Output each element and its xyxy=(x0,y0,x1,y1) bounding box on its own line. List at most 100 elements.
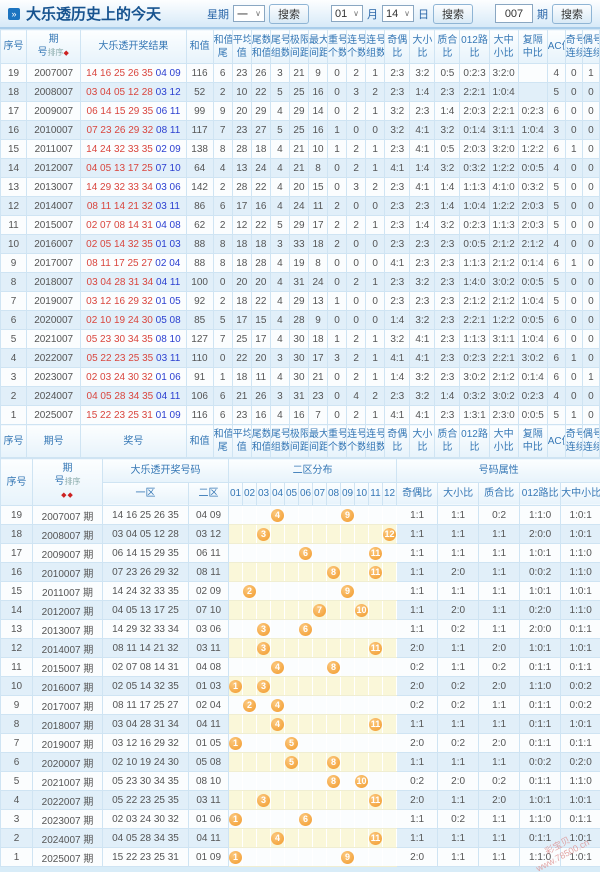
date-search-button[interactable]: 搜索 xyxy=(433,3,473,24)
stat-cell: 1:2:2 xyxy=(488,310,519,330)
stat-cell: 2 xyxy=(365,177,386,197)
seq-cell: 10 xyxy=(0,676,33,696)
period-input[interactable] xyxy=(495,4,533,23)
table-row: 10 2016007 02 05 14 32 35 01 03 88 8 18 18 3 33 1… xyxy=(0,234,600,254)
stat-cell: 29 xyxy=(288,291,309,311)
col-dist: 12 xyxy=(381,481,398,506)
dist-cell xyxy=(368,657,383,677)
dist-cell: 3 xyxy=(256,524,271,544)
dist-cell xyxy=(340,771,355,791)
stat-cell: 25 xyxy=(231,329,252,349)
period-cell: 2012007 期 xyxy=(32,600,103,620)
table-row: 7 2019007 03 12 16 29 32 01 05 92 2 18 22 4 29 13… xyxy=(0,291,600,311)
stat-cell: 4 xyxy=(269,158,290,178)
header-line: 连号 xyxy=(347,429,366,440)
stat-cell: 2:3 xyxy=(409,253,436,273)
sort-label[interactable]: 排序 xyxy=(47,48,64,57)
period-cell: 2017007 xyxy=(26,253,82,273)
stat-cell: 22 xyxy=(250,82,271,102)
attr-cell: 1:1 xyxy=(396,714,439,734)
dist-cell: 3 xyxy=(256,638,271,658)
period-cell: 2016007 xyxy=(26,234,82,254)
column-header: 偶号连续 xyxy=(581,29,600,64)
stat-cell: 0 xyxy=(564,101,583,121)
dist-cell xyxy=(368,581,383,601)
dist-cell xyxy=(256,771,271,791)
period-cell: 2024007 期 xyxy=(32,828,103,848)
dist-cell xyxy=(312,809,327,829)
period-cell: 2019007 xyxy=(26,291,82,311)
bottom-strip xyxy=(0,867,600,872)
day-select[interactable]: 14 ∨ xyxy=(382,5,414,22)
back-numbers: 03 12 xyxy=(155,86,181,98)
day-select-value: 14 xyxy=(386,7,399,20)
stat-cell: 20 xyxy=(250,272,271,292)
stat-cell: 2:0:3 xyxy=(517,196,548,216)
stat-cell: 2:1:2 xyxy=(488,367,519,387)
stat-cell: 26 xyxy=(250,63,271,83)
stat-cell: 138 xyxy=(185,139,214,159)
attr-cell: 0:2 xyxy=(396,771,439,791)
dist-cell xyxy=(354,505,369,525)
attr-cell: 0:2 xyxy=(396,695,439,715)
number-ball: 1 xyxy=(229,736,242,750)
header-line: 尾数 xyxy=(251,34,271,46)
lotto-stats-table: 序号期号排序◆ 大乐透开奖结果 和值 和值尾平均值尾数 和值 尾号 组数 极限 间距 最大 间距 重号… xyxy=(0,29,600,458)
stat-cell: 2:0:3 xyxy=(459,139,490,159)
dist-cell xyxy=(368,771,383,791)
front-numbers: 05 23 30 34 35 xyxy=(86,333,153,345)
month-select[interactable]: 01 ∨ xyxy=(331,5,363,22)
stat-cell: 0 xyxy=(327,158,348,178)
week-select[interactable]: 一 ∨ xyxy=(233,5,265,22)
stat-cell: 20 xyxy=(250,348,271,368)
dist-cell: 3 xyxy=(256,790,271,810)
zone2-cell: 01 05 xyxy=(188,733,229,753)
stat-cell: 4 xyxy=(269,367,290,387)
back-numbers: 04 09 xyxy=(155,67,181,79)
stat-cell: 0 xyxy=(327,101,348,121)
header-line: 连续 xyxy=(565,47,581,59)
stat-cell: 1:1:3 xyxy=(459,253,490,273)
stat-cell: 9 xyxy=(307,63,329,83)
period-cell: 2018007 期 xyxy=(32,714,103,734)
dist-cell xyxy=(284,790,299,810)
sort-diamond-icon[interactable]: ◆ xyxy=(63,50,70,57)
attr-cell: 1:1 xyxy=(437,657,480,677)
stat-cell: 2 xyxy=(346,158,367,178)
stat-cell: 1:1:3 xyxy=(488,215,519,235)
number-ball: 12 xyxy=(383,527,396,541)
result-cell: 04 05 28 34 35 04 11 xyxy=(80,386,187,406)
stat-cell: 4:1 xyxy=(384,405,411,425)
column-header: 尾号 组数 xyxy=(269,424,290,458)
column-header: 012路比 xyxy=(459,29,490,64)
sort-label[interactable]: 排序 xyxy=(64,477,81,486)
dist-cell xyxy=(312,676,327,696)
dist-cell xyxy=(326,828,341,848)
sort-control[interactable]: 排序◆ xyxy=(47,47,69,58)
stat-cell: 2:3 xyxy=(434,367,461,387)
result-cell: 07 23 26 29 32 08 11 xyxy=(80,120,187,140)
number-ball: 9 xyxy=(341,508,354,522)
sort-control[interactable]: 排序 ◆◆ xyxy=(61,476,80,500)
col-attr: 012路比 xyxy=(519,481,562,506)
stat-cell: 5 xyxy=(546,196,566,216)
dist-cell: 5 xyxy=(284,733,299,753)
sort-diamond-icon[interactable]: ◆◆ xyxy=(61,492,74,499)
dist-cell xyxy=(242,505,257,525)
header-line: 和值 xyxy=(251,442,271,453)
dist-cell xyxy=(298,600,313,620)
stat-cell: 0 xyxy=(581,215,600,235)
dist-cell xyxy=(326,695,341,715)
column-header: 偶号连续 xyxy=(581,424,600,458)
column-header: 大中 小比 xyxy=(488,424,519,458)
attr-cell: 1:1 xyxy=(478,695,521,715)
week-search-button[interactable]: 搜索 xyxy=(269,3,309,24)
dist-cell: 12 xyxy=(381,524,398,544)
period-search-button[interactable]: 搜索 xyxy=(552,3,592,24)
result-cell: 14 24 32 33 35 02 09 xyxy=(80,139,187,159)
stat-cell: 1:2:2 xyxy=(517,139,548,159)
table-row: 1 2025007 期 15 22 23 25 31 01 09 1 9 2:0 1:1 1:1… xyxy=(0,847,600,867)
number-ball: 11 xyxy=(369,546,382,560)
stat-cell: 24 xyxy=(250,158,271,178)
header-line: 值 xyxy=(236,442,247,453)
